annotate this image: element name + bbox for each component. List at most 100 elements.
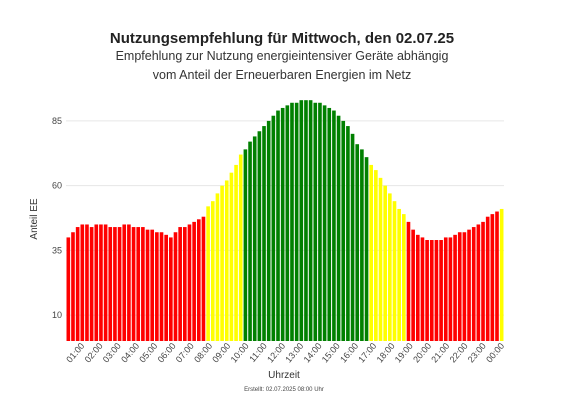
bar <box>192 221 196 341</box>
bar <box>402 214 406 341</box>
bar <box>453 234 457 341</box>
bar <box>360 149 364 341</box>
y-tick-label: 35 <box>52 245 62 255</box>
bar <box>94 224 99 341</box>
y-axis-ticks: 10 35 60 85 <box>52 116 62 320</box>
bar <box>85 224 89 341</box>
bar <box>495 211 499 341</box>
bar <box>299 100 304 342</box>
bar <box>388 193 392 341</box>
bar <box>66 237 71 341</box>
bar <box>80 224 85 341</box>
bar <box>141 227 145 341</box>
bar <box>266 120 271 341</box>
bar <box>262 126 266 341</box>
bar <box>280 107 285 341</box>
bar <box>243 149 248 341</box>
bar <box>318 102 322 342</box>
bar <box>346 126 350 341</box>
bar <box>220 185 224 341</box>
bar <box>75 227 80 341</box>
bar <box>127 224 131 341</box>
bar <box>415 234 420 341</box>
footer-created: Erstellt: 02.07.2025 08:00 Uhr <box>244 387 324 393</box>
bar <box>271 115 276 341</box>
bar <box>290 102 294 342</box>
bar <box>499 208 504 341</box>
bar <box>392 201 397 341</box>
bar <box>196 219 201 341</box>
bar <box>136 227 141 341</box>
bar <box>234 164 238 341</box>
chart-title: Nutzungsempfehlung für Mittwoch, den 02.… <box>110 30 454 47</box>
bar <box>159 232 164 341</box>
bar <box>108 227 113 341</box>
bar <box>164 234 168 341</box>
x-axis-label: Uhrzeit <box>268 370 300 381</box>
y-axis-label: Anteil EE <box>29 198 40 239</box>
bar <box>434 240 439 341</box>
bar <box>313 102 318 342</box>
bar <box>471 227 476 341</box>
bar <box>113 227 117 341</box>
bar <box>485 216 490 341</box>
bars <box>66 100 504 342</box>
bar <box>122 224 127 341</box>
bar <box>294 102 299 342</box>
bar <box>206 206 210 341</box>
bar <box>210 201 215 341</box>
bar <box>71 232 75 341</box>
bar <box>285 105 290 341</box>
bar <box>443 237 448 341</box>
bar <box>89 227 94 341</box>
bar <box>131 227 136 341</box>
bar <box>336 115 341 341</box>
bar <box>425 240 429 341</box>
bar <box>173 232 178 341</box>
bar <box>439 240 443 341</box>
bar <box>187 224 192 341</box>
bar <box>150 229 155 341</box>
bar <box>155 232 159 341</box>
bar <box>476 224 481 341</box>
bar <box>103 224 108 341</box>
bar <box>257 131 262 341</box>
bar <box>224 180 229 341</box>
bar <box>327 107 332 341</box>
bar <box>369 164 374 341</box>
bar <box>411 229 415 341</box>
chart-subtitle-line-2: vom Anteil der Erneuerbaren Energien im … <box>153 68 411 82</box>
bar <box>481 221 485 341</box>
bar <box>429 240 434 341</box>
bar <box>304 100 308 342</box>
bar <box>322 105 327 341</box>
bar <box>178 227 182 341</box>
bar <box>183 227 187 341</box>
bar <box>378 177 383 341</box>
bar <box>145 229 150 341</box>
bar <box>276 110 280 341</box>
bar <box>229 172 234 341</box>
y-tick-label: 10 <box>52 310 62 320</box>
bar <box>341 120 346 341</box>
bar <box>406 221 411 341</box>
y-tick-label: 85 <box>52 116 62 126</box>
bar <box>490 214 495 341</box>
bar <box>308 100 313 342</box>
bar <box>332 110 336 341</box>
bar <box>383 185 387 341</box>
bar <box>99 224 103 341</box>
bar <box>355 144 360 341</box>
bar <box>457 232 462 341</box>
bar <box>448 237 453 341</box>
y-tick-label: 60 <box>52 181 62 191</box>
bar <box>117 227 122 341</box>
chart-subtitle-line-1: Empfehlung zur Nutzung energieintensiver… <box>116 49 449 63</box>
bar <box>350 133 355 341</box>
bar <box>374 170 378 341</box>
bar <box>238 154 243 341</box>
bar <box>215 193 220 341</box>
bar <box>397 208 401 341</box>
bar <box>462 232 467 341</box>
